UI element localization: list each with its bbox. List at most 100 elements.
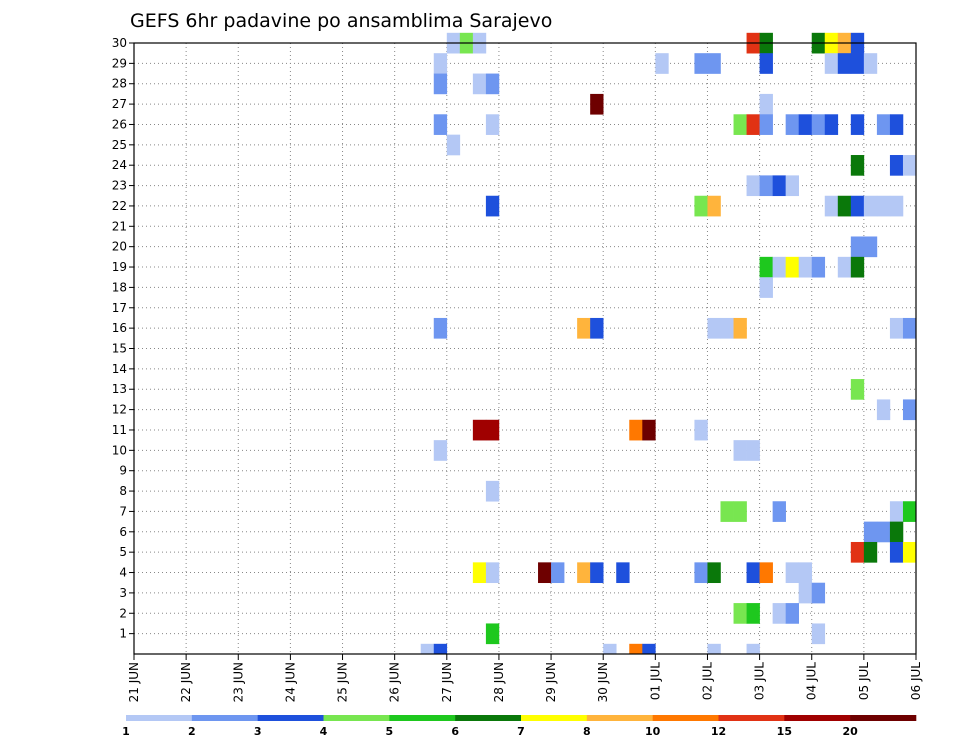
- heatmap-cell: [902, 399, 917, 421]
- x-tick-label: 24 JUN: [283, 662, 297, 702]
- legend-swatch: [652, 715, 719, 721]
- y-tick-label: 3: [119, 586, 127, 600]
- heatmap-cell: [590, 317, 604, 339]
- legend-label: 6: [451, 725, 459, 738]
- heatmap-cell: [772, 256, 786, 278]
- legend-label: 8: [583, 725, 591, 738]
- heatmap-cell: [876, 399, 891, 421]
- heatmap-cell: [785, 256, 799, 278]
- y-tick-label: 1: [119, 627, 127, 641]
- heatmap-cell: [485, 195, 500, 217]
- y-tick-label: 18: [112, 280, 127, 294]
- legend-swatch: [718, 715, 785, 721]
- heatmap-cell: [746, 643, 760, 655]
- heatmap-cell: [850, 114, 865, 135]
- heatmap-cell: [642, 419, 656, 441]
- heatmap-cell: [433, 317, 448, 339]
- x-tick-label: 26 JUN: [388, 662, 402, 702]
- heatmap-cell: [707, 317, 721, 339]
- legend-swatch: [455, 715, 522, 721]
- heatmap-cell: [785, 603, 799, 624]
- heatmap-cell: [720, 501, 734, 522]
- legend-swatch: [586, 715, 653, 721]
- y-tick-label: 25: [112, 138, 127, 152]
- heatmap-cell: [902, 317, 917, 339]
- heatmap-cell: [733, 440, 747, 461]
- y-tick-label: 23: [112, 179, 127, 193]
- heatmap-cell: [433, 440, 448, 461]
- heatmap-cell: [694, 195, 708, 217]
- legend-label: 7: [517, 725, 525, 738]
- heatmap-cell: [902, 501, 917, 522]
- y-tick-label: 20: [112, 240, 127, 254]
- heatmap-cell: [746, 562, 760, 584]
- x-tick-label: 23 JUN: [231, 662, 245, 702]
- heatmap-cell: [707, 195, 721, 217]
- y-tick-label: 12: [112, 403, 127, 417]
- heatmap-cell: [876, 195, 891, 217]
- x-tick-label: 03 JUL: [753, 662, 767, 700]
- heatmap-cell: [485, 419, 500, 441]
- heatmap-cell: [889, 195, 904, 217]
- heatmap-cell: [824, 195, 839, 217]
- legend-label: 20: [843, 725, 859, 738]
- y-tick-label: 6: [119, 525, 127, 539]
- heatmap-cell: [889, 114, 904, 135]
- y-axis: 1234567891011121314151617181920212223242…: [112, 36, 134, 641]
- legend-label: 15: [777, 725, 792, 738]
- heatmap-cell: [798, 114, 813, 135]
- heatmap-cell: [863, 521, 878, 543]
- heatmap-cell: [433, 53, 448, 74]
- heatmap-cell: [889, 501, 904, 522]
- heatmap-cell: [824, 114, 839, 135]
- heatmap-cell: [759, 277, 773, 298]
- legend-label: 3: [254, 725, 262, 738]
- heatmap-cell: [798, 562, 813, 584]
- heatmap-cell: [420, 643, 435, 655]
- heatmap-cell: [485, 73, 500, 95]
- heatmap-cell: [733, 603, 747, 624]
- heatmap-cell: [772, 603, 786, 624]
- heatmap-cell: [876, 114, 891, 135]
- heatmap-cell: [759, 53, 773, 74]
- heatmap-cell: [811, 623, 826, 645]
- heatmap-cell: [694, 562, 708, 584]
- heatmap-cell: [798, 256, 813, 278]
- y-tick-label: 24: [112, 158, 127, 172]
- heatmap-cell: [577, 317, 591, 339]
- heatmap-cell: [485, 623, 500, 645]
- heatmap-cell: [707, 53, 721, 74]
- x-axis: 21 JUN 22 JUN 23 JUN 24 JUN 25 JUN 26 JUN 27 J…: [127, 654, 923, 702]
- heatmap-cell: [759, 175, 773, 197]
- y-tick-label: 11: [112, 423, 127, 437]
- heatmap-cell: [616, 562, 630, 584]
- legend-label: 10: [645, 725, 661, 738]
- heatmap-cell: [433, 73, 448, 95]
- heatmap-cell: [811, 582, 826, 604]
- y-tick-label: 30: [112, 36, 127, 50]
- x-tick-label: 27 JUN: [440, 662, 454, 702]
- heatmap-cell: [759, 114, 773, 135]
- heatmap-cell: [863, 53, 878, 74]
- y-tick-label: 16: [112, 321, 127, 335]
- heatmap-cell: [863, 195, 878, 217]
- y-tick-label: 29: [112, 56, 127, 70]
- x-tick-label: 25 JUN: [336, 662, 350, 702]
- heatmap-cell: [759, 256, 773, 278]
- heatmap-cell: [485, 562, 500, 584]
- y-tick-label: 14: [112, 362, 127, 376]
- heatmap-cell: [629, 643, 643, 655]
- heatmap-cell: [577, 562, 591, 584]
- heatmap-cell: [837, 256, 852, 278]
- heatmap-cell: [629, 419, 643, 441]
- heatmap-cell: [876, 521, 891, 543]
- legend-swatch: [257, 715, 324, 721]
- legend-swatch: [850, 715, 917, 721]
- heatmap-cell: [850, 541, 865, 563]
- legend-label: 12: [711, 725, 726, 738]
- heatmap-cell: [433, 114, 448, 135]
- legend-swatch: [126, 715, 193, 721]
- heatmap-cell: [485, 480, 500, 502]
- y-tick-label: 19: [112, 260, 127, 274]
- heatmap-cell: [603, 643, 617, 655]
